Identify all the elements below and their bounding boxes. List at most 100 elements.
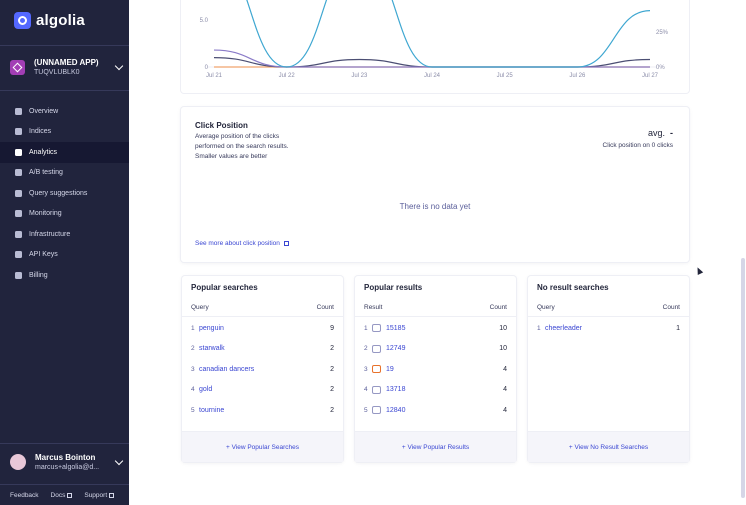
rank: 2: [191, 345, 195, 352]
sidebar-item-billing[interactable]: Billing: [0, 265, 129, 286]
api-keys-icon: [15, 251, 22, 259]
infrastructure-icon: [15, 230, 22, 238]
card-title: No result searches: [537, 283, 609, 292]
sidebar-item-label: Analytics: [29, 148, 58, 156]
sidebar-item-label: Indices: [29, 128, 52, 136]
sidebar-nav: Overview Indices Analytics A/B testing Q…: [0, 101, 129, 286]
brand-name: algolia: [36, 12, 85, 29]
sidebar-item-label: API Keys: [29, 251, 58, 259]
sidebar-item-label: Billing: [29, 271, 48, 279]
indices-icon: [15, 128, 22, 136]
count: 4: [503, 365, 507, 373]
result-link[interactable]: 19: [386, 365, 394, 373]
card-title: Click Position: [195, 121, 248, 130]
see-more-label: See more about click position: [195, 240, 280, 247]
query-suggestions-icon: [15, 189, 22, 197]
feedback-label: Feedback: [10, 492, 39, 499]
x-tick-label: Jul 25: [497, 73, 514, 79]
view-popular-searches-button[interactable]: + View Popular Searches: [182, 431, 343, 462]
mouse-cursor: [694, 266, 704, 275]
card-description: Average position of the clicks performed…: [195, 133, 289, 160]
y2-tick-label: 25%: [656, 30, 669, 36]
view-popular-results-button[interactable]: + View Popular Results: [355, 431, 516, 462]
scrollbar[interactable]: [741, 258, 745, 498]
sidebar-item-query-suggestions[interactable]: Query suggestions: [0, 183, 129, 204]
rank: 5: [364, 406, 368, 414]
y2-tick-label: 0%: [656, 65, 665, 71]
record-image-icon: [372, 365, 381, 373]
monitoring-icon: [15, 210, 22, 218]
result-link[interactable]: 12749: [386, 345, 406, 352]
rank: 3: [191, 365, 195, 373]
count: 1: [676, 324, 680, 332]
sidebar-item-overview[interactable]: Overview: [0, 101, 129, 122]
count: 10: [499, 345, 507, 352]
card-title: Popular searches: [191, 283, 258, 292]
support-link[interactable]: Support: [84, 492, 115, 499]
avatar: [10, 454, 26, 470]
chevron-down-icon: [114, 456, 124, 465]
query-link[interactable]: cheerleader: [545, 324, 582, 332]
record-icon: [372, 344, 381, 353]
sidebar-divider: [0, 484, 129, 485]
user-menu[interactable]: Marcus Bointon marcus+algolia@d...: [10, 453, 124, 471]
sidebar: algolia (UNNAMED APP) TUQVLUBLK0 Overvie…: [0, 0, 129, 505]
sidebar-item-label: Overview: [29, 107, 59, 115]
sidebar-item-analytics[interactable]: Analytics: [0, 142, 129, 163]
support-label: Support: [84, 492, 108, 499]
result-link[interactable]: 12840: [386, 406, 406, 414]
feedback-link[interactable]: Feedback: [10, 492, 39, 499]
result-link[interactable]: 13718: [386, 386, 406, 393]
sidebar-item-api-keys[interactable]: API Keys: [0, 245, 129, 266]
query-link[interactable]: tournine: [199, 406, 225, 414]
click-position-card: Click Position Average position of the c…: [181, 107, 689, 262]
table-row: 2 12749 10: [364, 343, 507, 355]
chevron-down-icon: [114, 61, 124, 70]
app-selector[interactable]: (UNNAMED APP) TUQVLUBLK0: [10, 58, 124, 76]
algolia-logo[interactable]: algolia: [14, 12, 85, 29]
table-row: 4 gold 2: [191, 384, 334, 396]
docs-label: Docs: [50, 492, 66, 499]
table-row: 3 19 4: [364, 363, 507, 375]
x-tick-label: Jul 26: [569, 73, 586, 79]
sidebar-item-infrastructure[interactable]: Infrastructure: [0, 224, 129, 245]
sidebar-divider: [0, 443, 129, 444]
x-tick-label: Jul 27: [642, 73, 659, 79]
table-row: 4 13718 4: [364, 384, 507, 396]
x-tick-label: Jul 24: [424, 73, 441, 79]
column-header: Result: [364, 304, 383, 311]
analytics-icon: [15, 148, 22, 156]
sidebar-item-ab-testing[interactable]: A/B testing: [0, 163, 129, 184]
x-tick-label: Jul 21: [206, 73, 223, 79]
column-header: Count: [316, 304, 334, 311]
query-link[interactable]: penguin: [199, 324, 224, 332]
table-row: 2 starwalk 2: [191, 343, 334, 355]
rank: 5: [191, 406, 195, 414]
rank: 3: [364, 365, 368, 373]
sidebar-item-monitoring[interactable]: Monitoring: [0, 204, 129, 225]
table-header: Query Count: [191, 304, 334, 316]
result-link[interactable]: 15185: [386, 324, 406, 332]
query-link[interactable]: gold: [199, 386, 213, 393]
external-link-icon: [283, 240, 289, 246]
column-header: Query: [191, 304, 209, 311]
rank: 4: [364, 386, 368, 393]
rank: 1: [191, 324, 195, 332]
rank: 4: [191, 386, 195, 393]
record-icon: [372, 324, 381, 332]
sidebar-item-indices[interactable]: Indices: [0, 122, 129, 143]
query-link[interactable]: canadian dancers: [199, 365, 255, 373]
table-header: Query Count: [537, 304, 680, 316]
x-tick-label: Jul 22: [279, 73, 296, 79]
table-row: 5 12840 4: [364, 404, 507, 416]
overview-icon: [15, 107, 22, 115]
line-chart: 5.0 0 25% 0% Jul 21 Jul 22 Jul 23 Jul 24 Jul 25 J…: [200, 0, 669, 79]
table-row: 1 cheerleader 1: [537, 322, 680, 334]
series-purple-line: [213, 49, 650, 68]
view-no-result-searches-button[interactable]: + View No Result Searches: [528, 431, 689, 462]
see-more-link[interactable]: See more about click position: [195, 240, 289, 247]
avg-click-position: avg. -: [648, 128, 673, 138]
docs-link[interactable]: Docs: [51, 492, 73, 499]
query-link[interactable]: starwalk: [199, 345, 225, 352]
